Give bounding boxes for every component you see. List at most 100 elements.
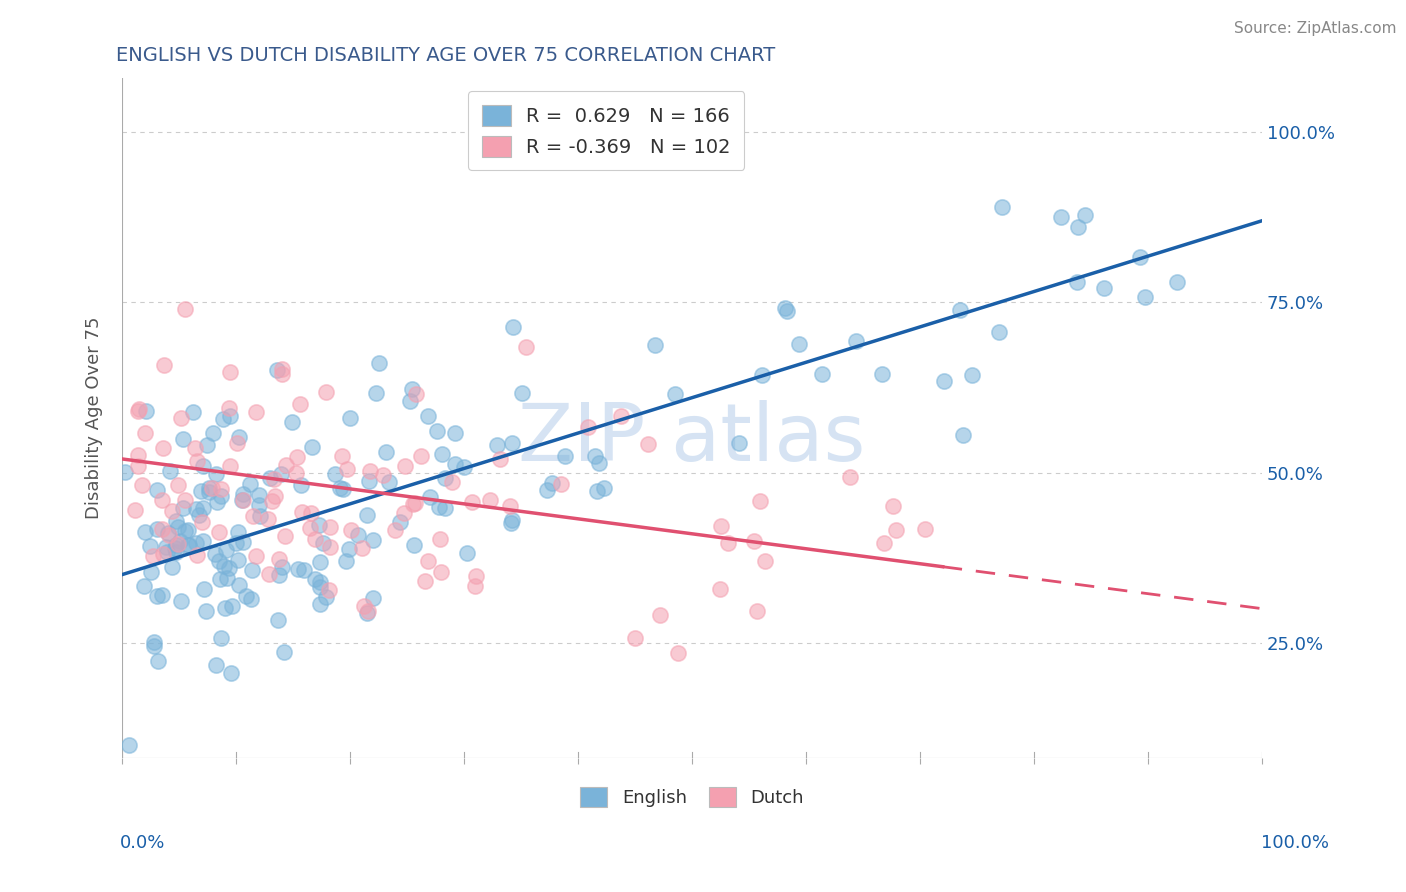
Point [1066,275,1088,289]
Point [751,368,773,382]
Point [170,411,193,425]
Point [219,665,242,680]
Point [932,374,955,388]
Point [228,578,250,592]
Point [146,654,169,668]
Point [884,523,907,537]
Point [550,476,572,491]
Point [259,471,281,485]
Point [586,484,609,499]
Point [416,409,439,423]
Point [742,534,765,549]
Point [323,467,346,482]
Point [502,320,524,334]
Point [209,482,232,496]
Point [554,449,576,463]
Point [193,582,215,596]
Point [247,498,270,512]
Point [215,571,238,585]
Point [191,501,214,516]
Point [146,590,169,604]
Point [242,508,264,523]
Point [329,481,352,495]
Point [191,459,214,474]
Text: ZIP atlas: ZIP atlas [519,400,866,477]
Point [374,444,396,458]
Point [389,516,412,530]
Point [245,405,267,419]
Point [710,519,733,533]
Point [624,631,647,645]
Point [308,517,330,532]
Point [245,549,267,563]
Point [197,484,219,499]
Point [141,565,163,579]
Point [232,535,254,549]
Point [949,302,972,317]
Point [240,563,263,577]
Y-axis label: Disability Age Over 75: Disability Age Over 75 [86,317,103,519]
Point [1067,219,1090,234]
Point [186,548,208,562]
Point [184,441,207,455]
Point [304,572,326,586]
Point [988,325,1011,339]
Point [205,495,228,509]
Point [150,522,173,536]
Point [195,438,218,452]
Point [409,449,432,463]
Point [1092,281,1115,295]
Point [159,464,181,478]
Point [150,492,173,507]
Point [165,514,187,528]
Point [666,647,689,661]
Point [811,367,834,381]
Point [356,508,378,522]
Point [789,336,811,351]
Point [413,574,436,589]
Point [273,645,295,659]
Point [309,556,332,570]
Point [776,303,799,318]
Point [299,520,322,534]
Point [312,536,335,550]
Text: Source: ZipAtlas.com: Source: ZipAtlas.com [1233,21,1396,37]
Point [232,493,254,508]
Point [209,632,232,646]
Point [350,541,373,555]
Point [208,524,231,539]
Point [754,554,776,568]
Point [464,579,486,593]
Point [152,547,174,561]
Point [127,448,149,462]
Point [914,522,936,536]
Point [191,515,214,529]
Point [444,457,467,471]
Point [872,368,894,382]
Point [235,590,257,604]
Point [336,462,359,476]
Point [775,301,797,315]
Point [157,527,180,541]
Point [118,738,141,752]
Point [274,529,297,543]
Point [464,568,486,582]
Point [398,394,420,409]
Point [257,567,280,582]
Point [163,541,186,555]
Point [205,657,228,672]
Point [650,608,672,623]
Point [952,428,974,442]
Point [319,540,342,554]
Point [394,459,416,474]
Point [717,535,740,549]
Point [488,452,510,467]
Point [290,477,312,491]
Point [167,477,190,491]
Point [1049,210,1071,224]
Point [226,435,249,450]
Point [456,545,478,559]
Point [176,523,198,537]
Point [231,493,253,508]
Point [501,436,523,450]
